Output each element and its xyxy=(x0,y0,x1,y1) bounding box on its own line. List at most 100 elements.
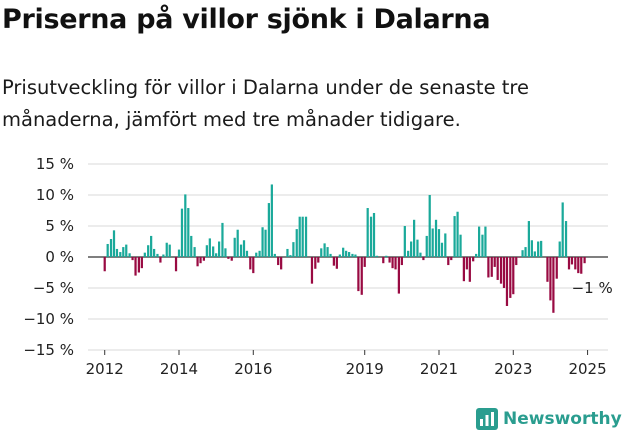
bar xyxy=(537,241,540,257)
bar xyxy=(103,257,106,272)
bar xyxy=(540,240,543,257)
last-value-annotation: −1 % xyxy=(572,279,613,297)
bar xyxy=(119,252,122,257)
bar xyxy=(351,253,354,257)
bar xyxy=(496,257,499,280)
bar xyxy=(301,216,304,257)
newsworthy-brand: Newsworthy xyxy=(476,408,622,430)
bar xyxy=(360,257,363,295)
bar xyxy=(335,257,338,269)
bar xyxy=(400,257,403,266)
bar xyxy=(212,246,215,257)
bar xyxy=(106,243,109,257)
bar xyxy=(552,257,555,313)
bar xyxy=(512,257,515,295)
bar xyxy=(555,257,558,279)
bar xyxy=(202,257,205,261)
bar xyxy=(388,257,391,263)
bar xyxy=(524,247,527,257)
bar xyxy=(249,257,252,270)
bar xyxy=(314,257,317,269)
x-tick-label: 2023 xyxy=(494,360,532,378)
y-tick-label: 15 % xyxy=(36,155,74,173)
bar xyxy=(413,219,416,257)
bar xyxy=(292,242,295,257)
bar xyxy=(128,253,131,257)
bar xyxy=(245,250,249,257)
bar xyxy=(125,244,128,257)
bar xyxy=(236,229,239,257)
bar xyxy=(444,233,447,257)
bar xyxy=(348,252,351,257)
bar xyxy=(137,257,140,273)
bar xyxy=(252,257,255,274)
bar xyxy=(564,221,568,257)
bar xyxy=(422,257,425,261)
y-tick-label: 10 % xyxy=(36,186,74,204)
bar xyxy=(342,247,345,257)
bar xyxy=(425,235,428,257)
bar xyxy=(345,250,348,257)
bar xyxy=(286,248,289,257)
bar xyxy=(134,257,137,276)
bar xyxy=(499,257,503,284)
bar xyxy=(580,257,583,274)
bar xyxy=(574,257,577,270)
bar xyxy=(261,227,264,257)
bar xyxy=(431,228,434,257)
bar xyxy=(205,245,208,257)
bar xyxy=(549,257,552,301)
bar xyxy=(530,240,533,257)
bar xyxy=(518,257,521,258)
bar xyxy=(447,257,450,266)
bar xyxy=(338,254,341,257)
bar xyxy=(363,257,366,267)
bar xyxy=(465,257,468,270)
bar xyxy=(391,257,394,269)
bar xyxy=(289,255,292,257)
bar xyxy=(577,257,580,274)
x-tick-label: 2019 xyxy=(346,360,384,378)
bar xyxy=(416,239,419,257)
bar xyxy=(310,257,314,284)
bar xyxy=(515,257,518,266)
bar xyxy=(233,237,236,257)
bar xyxy=(264,229,267,257)
bar xyxy=(332,257,335,266)
bar xyxy=(583,257,586,264)
bar xyxy=(428,195,431,257)
bar xyxy=(323,243,326,257)
bar xyxy=(295,229,298,257)
bar xyxy=(475,253,478,257)
bar xyxy=(407,250,410,257)
bar xyxy=(304,216,308,257)
bar xyxy=(199,257,202,264)
bar xyxy=(143,252,146,257)
x-tick-label: 2012 xyxy=(86,360,124,378)
bar xyxy=(372,212,376,257)
bar xyxy=(437,229,441,257)
bar xyxy=(184,194,187,257)
bar xyxy=(270,184,273,257)
bar xyxy=(242,240,246,257)
bar xyxy=(453,216,456,257)
bar xyxy=(177,249,181,257)
bar xyxy=(273,253,276,257)
bar xyxy=(459,234,462,257)
bar xyxy=(193,247,196,257)
bar xyxy=(456,211,459,257)
bar xyxy=(317,257,320,263)
bar xyxy=(505,257,509,306)
y-tick-label: −10 % xyxy=(23,310,74,328)
bar xyxy=(484,226,487,257)
newsworthy-logo-icon xyxy=(476,408,498,430)
bar xyxy=(221,222,224,257)
bar xyxy=(131,257,134,261)
bar xyxy=(196,257,199,267)
bar xyxy=(369,216,373,257)
bar xyxy=(502,257,506,288)
chart-title: Priserna på villor sjönk i Dalarna xyxy=(2,4,491,35)
bar xyxy=(165,242,168,257)
x-tick-label: 2014 xyxy=(160,360,198,378)
bar xyxy=(159,257,162,263)
